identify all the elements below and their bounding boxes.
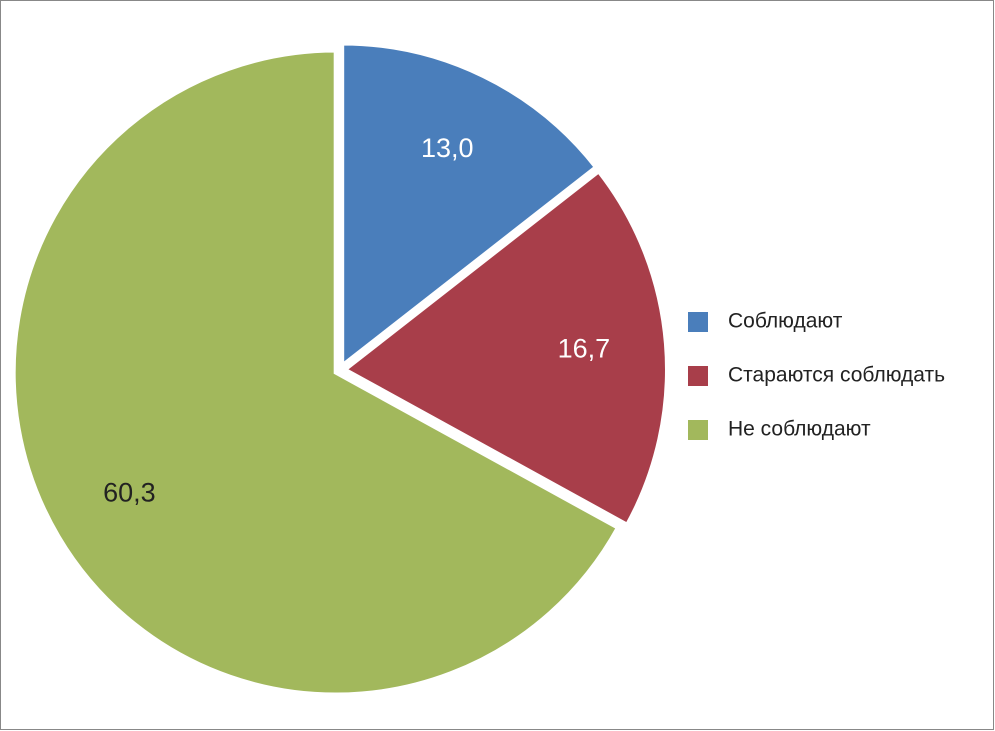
legend-swatch — [688, 312, 708, 332]
pie-slice — [341, 168, 669, 528]
value-label: 16,7 — [558, 333, 611, 363]
pie-slice — [340, 41, 599, 370]
legend-swatch — [688, 366, 708, 386]
pie-slice — [11, 48, 621, 697]
legend-label: Не соблюдают — [728, 418, 871, 441]
legend-swatch — [688, 420, 708, 440]
value-label: 13,0 — [421, 133, 474, 163]
legend-label: Стараются соблюдать — [728, 364, 945, 387]
legend-label: Соблюдают — [728, 310, 843, 333]
value-label: 60,3 — [103, 478, 156, 508]
